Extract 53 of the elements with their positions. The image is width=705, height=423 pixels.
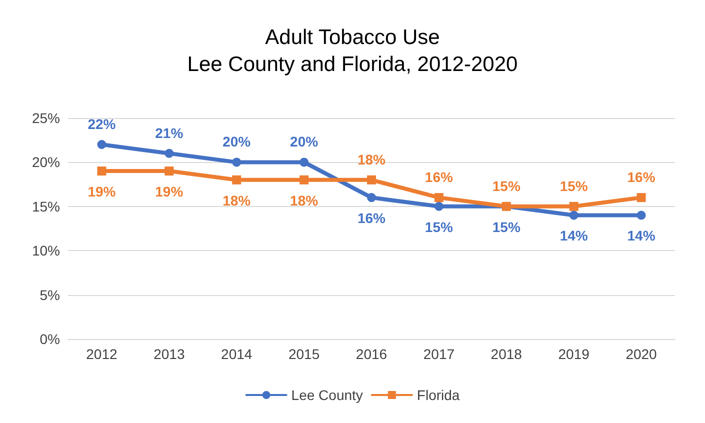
point xyxy=(97,166,106,176)
x-tick-label: 2013 xyxy=(154,346,185,362)
data-label: 16% xyxy=(424,169,454,186)
point xyxy=(367,193,376,202)
data-label: 22% xyxy=(88,116,116,132)
chart-title: Adult Tobacco Use xyxy=(265,26,440,49)
y-tick-label: 0% xyxy=(40,331,60,347)
x-tick-label: 2014 xyxy=(221,346,252,362)
point xyxy=(636,193,646,202)
point xyxy=(164,148,174,158)
y-tick-label: 5% xyxy=(40,286,60,303)
data-label: 18% xyxy=(357,151,386,168)
chart-subtitle: Lee County and Florida, 2012-2020 xyxy=(187,53,518,76)
data-label: 21% xyxy=(155,124,184,141)
point xyxy=(434,193,444,202)
data-label: 18% xyxy=(290,192,319,208)
x-tick-label: 2012 xyxy=(86,346,118,362)
x-tick-label: 2019 xyxy=(558,346,590,362)
data-label: 15% xyxy=(492,218,521,235)
point xyxy=(164,166,174,176)
point xyxy=(367,175,376,184)
legend-label: Florida xyxy=(416,387,460,403)
data-label: 20% xyxy=(290,134,319,150)
data-label: 15% xyxy=(560,178,588,194)
y-tick-label: 10% xyxy=(32,242,60,259)
data-label: 14% xyxy=(560,228,588,244)
data-label: 16% xyxy=(357,210,386,226)
data-label: 16% xyxy=(627,169,656,186)
y-tick-label: 20% xyxy=(32,154,60,170)
data-label: 19% xyxy=(155,184,184,200)
y-tick-label: 25% xyxy=(32,110,60,126)
x-tick-label: 2018 xyxy=(490,346,522,362)
point xyxy=(300,158,309,167)
data-label: 14% xyxy=(627,228,656,244)
point xyxy=(569,202,578,211)
legend-label: Lee County xyxy=(291,387,363,403)
data-label: 20% xyxy=(222,134,252,150)
x-tick-label: 2020 xyxy=(626,346,658,362)
data-label: 15% xyxy=(492,178,521,194)
x-tick-label: 2016 xyxy=(356,346,388,362)
point xyxy=(232,158,242,167)
point xyxy=(97,140,106,150)
point xyxy=(434,202,444,211)
x-tick-label: 2015 xyxy=(288,346,320,362)
data-label: 18% xyxy=(222,192,252,208)
point xyxy=(232,175,242,184)
point xyxy=(569,210,578,220)
data-label: 19% xyxy=(88,184,116,200)
y-tick-label: 15% xyxy=(32,198,60,214)
x-tick-label: 2017 xyxy=(423,346,455,362)
point xyxy=(300,175,309,184)
point xyxy=(636,210,646,220)
data-label: 15% xyxy=(424,218,454,235)
